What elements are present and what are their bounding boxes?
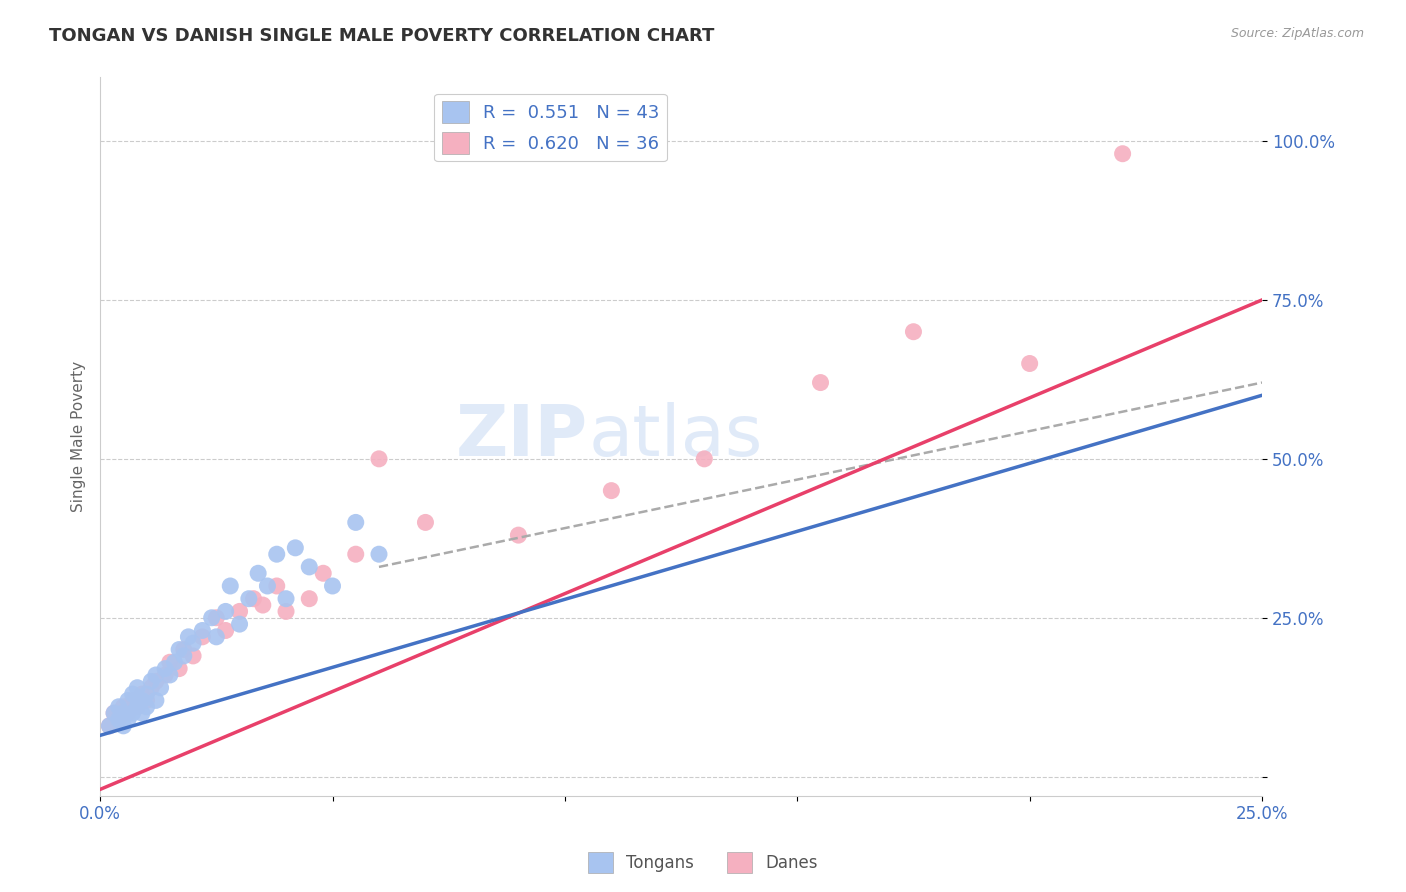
- Point: [117, 693, 139, 707]
- Point: [903, 325, 925, 339]
- Text: Source: ZipAtlas.com: Source: ZipAtlas.com: [1230, 27, 1364, 40]
- Point: [145, 668, 167, 682]
- Point: [163, 655, 186, 669]
- Point: [98, 719, 121, 733]
- Point: [121, 693, 143, 707]
- Point: [145, 693, 167, 707]
- Point: [103, 706, 125, 720]
- Point: [201, 611, 224, 625]
- Point: [205, 630, 228, 644]
- Point: [141, 681, 163, 695]
- Point: [149, 681, 172, 695]
- Point: [167, 642, 190, 657]
- Point: [159, 655, 181, 669]
- Y-axis label: Single Male Poverty: Single Male Poverty: [72, 361, 86, 512]
- Point: [191, 630, 214, 644]
- Point: [127, 681, 149, 695]
- Point: [214, 604, 236, 618]
- Point: [284, 541, 307, 555]
- Point: [368, 547, 391, 561]
- Point: [181, 648, 204, 663]
- Point: [274, 604, 297, 618]
- Point: [112, 699, 135, 714]
- Point: [173, 642, 195, 657]
- Point: [274, 591, 297, 606]
- Point: [191, 624, 214, 638]
- Point: [266, 547, 288, 561]
- Point: [145, 674, 167, 689]
- Point: [238, 591, 260, 606]
- Point: [127, 699, 149, 714]
- Legend: R =  0.551   N = 43, R =  0.620   N = 36: R = 0.551 N = 43, R = 0.620 N = 36: [434, 94, 666, 161]
- Text: ZIP: ZIP: [456, 402, 588, 471]
- Point: [135, 693, 157, 707]
- Point: [1018, 357, 1040, 371]
- Point: [117, 706, 139, 720]
- Point: [415, 516, 437, 530]
- Text: TONGAN VS DANISH SINGLE MALE POVERTY CORRELATION CHART: TONGAN VS DANISH SINGLE MALE POVERTY COR…: [49, 27, 714, 45]
- Point: [312, 566, 335, 581]
- Point: [153, 662, 176, 676]
- Point: [214, 624, 236, 638]
- Point: [266, 579, 288, 593]
- Point: [159, 668, 181, 682]
- Point: [117, 713, 139, 727]
- Point: [368, 451, 391, 466]
- Point: [121, 706, 143, 720]
- Point: [131, 687, 153, 701]
- Point: [135, 699, 157, 714]
- Point: [112, 706, 135, 720]
- Point: [228, 617, 250, 632]
- Point: [344, 547, 367, 561]
- Point: [121, 687, 143, 701]
- Point: [810, 376, 832, 390]
- Point: [1111, 146, 1133, 161]
- Point: [141, 674, 163, 689]
- Point: [247, 566, 270, 581]
- Point: [242, 591, 264, 606]
- Point: [693, 451, 716, 466]
- Point: [107, 699, 129, 714]
- Point: [173, 648, 195, 663]
- Point: [153, 668, 176, 682]
- Point: [228, 604, 250, 618]
- Point: [298, 560, 321, 574]
- Point: [167, 662, 190, 676]
- Point: [98, 719, 121, 733]
- Point: [135, 687, 157, 701]
- Point: [127, 699, 149, 714]
- Point: [131, 706, 153, 720]
- Point: [344, 516, 367, 530]
- Point: [131, 693, 153, 707]
- Point: [252, 598, 274, 612]
- Point: [107, 713, 129, 727]
- Point: [112, 719, 135, 733]
- Point: [205, 611, 228, 625]
- Point: [107, 713, 129, 727]
- Point: [298, 591, 321, 606]
- Legend: Tongans, Danes: Tongans, Danes: [581, 846, 825, 880]
- Point: [103, 706, 125, 720]
- Point: [219, 579, 242, 593]
- Point: [256, 579, 278, 593]
- Point: [177, 630, 200, 644]
- Point: [600, 483, 623, 498]
- Point: [508, 528, 530, 542]
- Point: [321, 579, 343, 593]
- Point: [181, 636, 204, 650]
- Text: atlas: atlas: [588, 402, 762, 471]
